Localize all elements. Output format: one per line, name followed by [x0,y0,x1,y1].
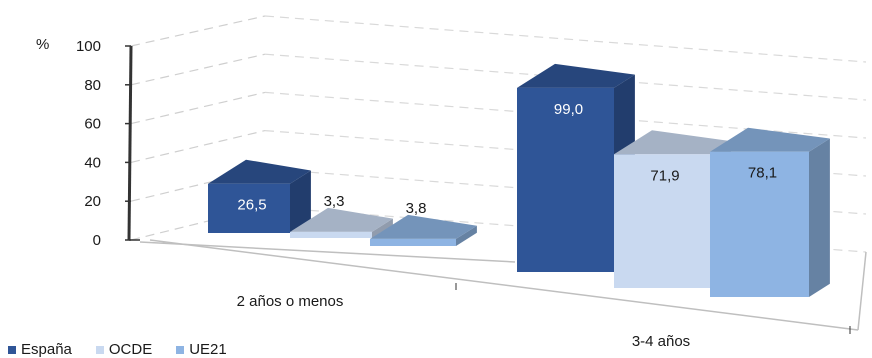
legend-label: OCDE [108,341,153,358]
floor-right-edge [857,251,867,331]
legend-item: España [8,341,72,358]
category-labels: 2 años o menos 3-4 años [237,293,691,350]
bar-front [710,151,809,297]
legend-label: UE21 [189,341,227,358]
y-tick-label: 80 [84,77,101,94]
bars [208,63,830,297]
bar-ocde-0 [290,207,393,238]
data-labels: 26,5 99,0 3,3 71,9 3,8 78,1 [237,101,777,217]
y-tick-label: 100 [76,38,101,55]
data-label: 78,1 [748,165,777,182]
bar-front [290,231,372,238]
gridline [264,15,867,63]
bar-front [208,183,290,233]
bar-side [456,225,477,246]
bar-top [290,207,393,232]
category-label: 2 años o menos [237,293,344,310]
gridline [130,168,266,202]
bar-top [517,63,635,88]
y-tick-label: 0 [93,232,101,249]
gridline [130,15,266,47]
bar-ue21-0 [370,214,477,246]
bar-top [710,127,830,152]
data-label: 71,9 [650,167,679,184]
bar-side [372,218,393,238]
bar-side [290,170,311,233]
gridline [130,91,266,125]
y-tick-labels: 0 20 40 60 80 100 [76,38,101,249]
bar-front [517,87,614,272]
bar-front [614,154,710,288]
bar-side [809,138,830,297]
gridline [130,130,266,163]
bar-top [370,214,477,239]
data-label: 26,5 [237,197,266,214]
legend-item: UE21 [176,341,227,358]
legend-label: España [21,341,72,358]
data-label: 3,3 [324,193,345,210]
gridline [130,53,266,86]
y-axis-line [127,45,133,241]
category-label: 3-4 años [632,333,690,350]
axes [125,45,867,334]
data-label: 3,8 [406,200,427,217]
bar-top [208,159,311,184]
data-label: 99,0 [554,101,583,118]
gridline [130,206,266,241]
bar-front [370,238,456,246]
y-axis-unit-label: % [36,36,49,53]
y-tick-label: 60 [84,116,101,133]
y-tick-label: 40 [84,154,101,171]
y-tick-label: 20 [84,193,101,210]
bar-españa-0 [208,159,311,233]
floor-back-edge [139,241,516,263]
legend-swatch [8,345,16,354]
floor-front-edge [149,239,859,331]
legend-item: OCDE [95,341,153,358]
legend: España OCDE UE21 [8,341,251,358]
legend-swatch [95,345,104,354]
bar-top [614,130,731,155]
bar-ue21-1 [710,127,830,297]
legend-swatch [176,345,185,354]
